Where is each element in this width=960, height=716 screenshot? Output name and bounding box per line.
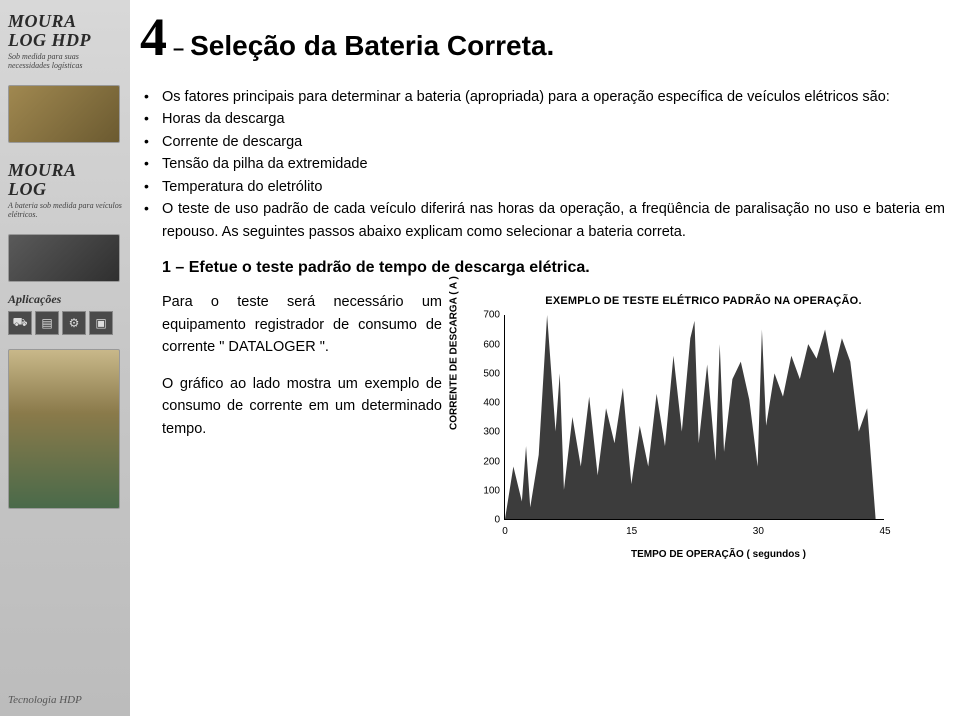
bullet-6-text: O teste de uso padrão de cada veículo di… — [162, 198, 945, 243]
chart-xtick: 45 — [879, 526, 890, 537]
chart-ytick: 300 — [474, 427, 500, 438]
chart-container: EXEMPLO DE TESTE ELÉTRICO PADRÃO NA OPER… — [462, 291, 945, 560]
lower-p2: O gráfico ao lado mostra um exemplo de c… — [162, 373, 442, 440]
chart-area-svg — [505, 315, 884, 519]
brand2-line2: LOG — [8, 180, 122, 199]
app-icon-pallet: ▤ — [35, 311, 59, 335]
bullet-1: Os fatores principais para determinar a … — [162, 86, 945, 108]
chart-xtick: 30 — [753, 526, 764, 537]
bullet-6: O teste de uso padrão de cada veículo di… — [162, 198, 945, 243]
bullet-4: Tensão da pilha da extremidade — [162, 153, 945, 175]
brand1-line2: LOG HDP — [8, 31, 122, 50]
page-title: 4 – Seleção da Bateria Correta. — [140, 10, 945, 64]
chart-ytick: 600 — [474, 339, 500, 350]
chart-xtick: 0 — [502, 526, 508, 537]
chart-ylabel: CORRENTE DE DESCARGA ( A ) — [449, 276, 460, 430]
battery-image-1 — [8, 85, 120, 143]
lower-section: Para o teste será necessário um equipame… — [140, 291, 945, 560]
brand1-sub: Sob medida para suas necessidades logíst… — [8, 52, 122, 71]
chart-ytick: 200 — [474, 456, 500, 467]
battery-cutaway-image — [8, 349, 120, 509]
brand2-sub: A bateria sob medida para veículos elétr… — [8, 201, 122, 220]
chart-xtick: 15 — [626, 526, 637, 537]
chart-ytick: 500 — [474, 368, 500, 379]
title-number: 4 — [140, 10, 167, 64]
application-icons: ⛟ ▤ ⚙ ▣ — [8, 311, 122, 335]
app-icon-lift: ▣ — [89, 311, 113, 335]
title-dash: – — [173, 38, 184, 61]
chart-title: EXEMPLO DE TESTE ELÉTRICO PADRÃO NA OPER… — [462, 295, 945, 307]
sub-heading: 1 – Efetue o teste padrão de tempo de de… — [162, 259, 945, 277]
lower-p1: Para o teste será necessário um equipame… — [162, 291, 442, 358]
chart-ytick: 700 — [474, 310, 500, 321]
bullet-list: Os fatores principais para determinar a … — [140, 86, 945, 243]
chart-area-path — [505, 315, 884, 519]
app-icon-cart: ⚙ — [62, 311, 86, 335]
brand-block-1: MOURA LOG HDP Sob medida para suas neces… — [8, 12, 122, 71]
chart-plot: 0153045 — [504, 315, 884, 520]
sidebar: MOURA LOG HDP Sob medida para suas neces… — [0, 0, 130, 716]
brand1-line1: MOURA — [8, 12, 122, 31]
app-icon-forklift: ⛟ — [8, 311, 32, 335]
chart-ytick: 400 — [474, 398, 500, 409]
main-content: 4 – Seleção da Bateria Correta. Os fator… — [140, 10, 945, 560]
applications-label: Aplicações — [8, 292, 122, 307]
bullet-3: Corrente de descarga — [162, 131, 945, 153]
tech-label: Tecnologia HDP — [8, 694, 82, 706]
chart-xlabel: TEMPO DE OPERAÇÃO ( segundos ) — [462, 549, 945, 560]
chart: CORRENTE DE DESCARGA ( A ) 0153045 01002… — [462, 315, 892, 545]
battery-image-2 — [8, 234, 120, 282]
brand2-line1: MOURA — [8, 161, 122, 180]
lower-text: Para o teste será necessário um equipame… — [162, 291, 442, 560]
chart-ytick: 100 — [474, 485, 500, 496]
brand-block-2: MOURA LOG A bateria sob medida para veíc… — [8, 161, 122, 220]
bullet-2: Horas da descarga — [162, 108, 945, 130]
chart-ytick: 0 — [474, 515, 500, 526]
title-text: Seleção da Bateria Correta. — [190, 30, 554, 62]
bullet-5: Temperatura do eletrólito — [162, 176, 945, 198]
